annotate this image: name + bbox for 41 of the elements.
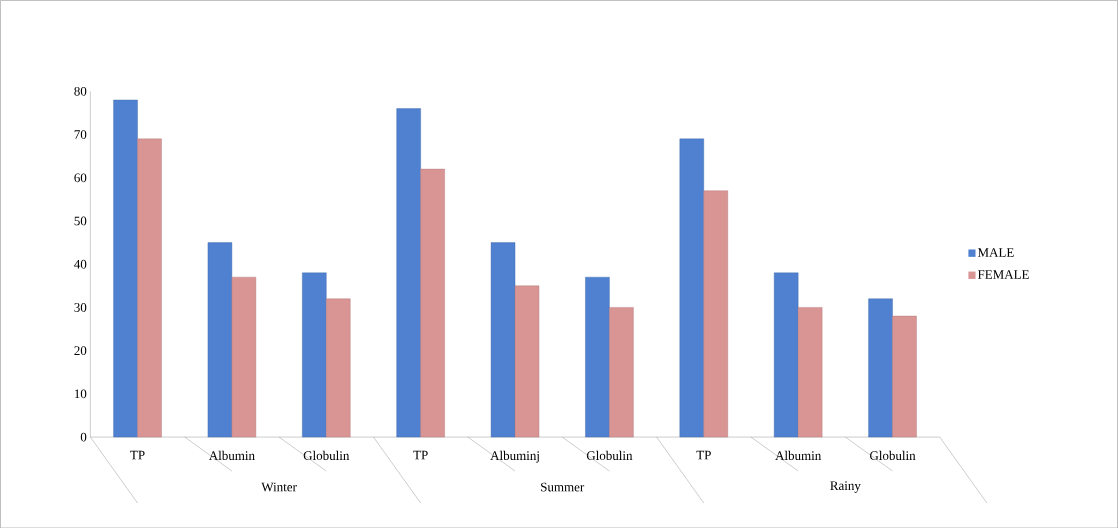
x-tick-label: TP xyxy=(696,450,711,460)
x-tick-label: Globulin xyxy=(586,450,633,460)
bar xyxy=(868,298,893,438)
bar xyxy=(514,285,540,438)
bar xyxy=(113,99,138,438)
legend-label: FEMALE xyxy=(977,270,1029,279)
bar xyxy=(797,307,823,438)
text: Winter xyxy=(261,482,297,492)
bar xyxy=(892,315,917,438)
x-tick-label: Globulin xyxy=(869,450,916,460)
bar xyxy=(420,168,445,438)
y-tick-label: 10 xyxy=(74,389,87,399)
y-tick-label: 60 xyxy=(74,173,87,182)
text: Summer xyxy=(541,482,585,492)
x-tick-label: Globulin xyxy=(303,450,350,460)
bar xyxy=(396,108,421,438)
bar xyxy=(302,272,327,438)
bar xyxy=(609,307,634,438)
bar xyxy=(585,276,610,438)
y-tick-label: 50 xyxy=(74,216,87,226)
bar xyxy=(137,138,162,438)
y-tick-label: 20 xyxy=(74,346,87,355)
bar xyxy=(326,298,351,438)
bar xyxy=(490,242,516,438)
bar xyxy=(679,138,704,438)
text: Rainy xyxy=(830,481,861,493)
x-tick-label: TP xyxy=(130,450,145,460)
y-tick-label: 80 xyxy=(74,86,87,96)
bar xyxy=(207,242,233,438)
y-tick-label: 0 xyxy=(80,432,87,442)
bar xyxy=(703,190,728,438)
x-tick-label: Albumin xyxy=(208,450,255,460)
x-tick-label: TP xyxy=(413,450,428,460)
legend-label: MALE xyxy=(977,247,1014,257)
x-tick-label: Albumin xyxy=(775,450,822,460)
x-tick-label: Albuminj xyxy=(490,450,539,463)
y-tick-label: 70 xyxy=(74,129,87,139)
y-tick-label: 40 xyxy=(74,259,87,269)
y-tick-label: 30 xyxy=(74,302,87,312)
bar xyxy=(231,276,257,438)
bar xyxy=(773,272,799,438)
